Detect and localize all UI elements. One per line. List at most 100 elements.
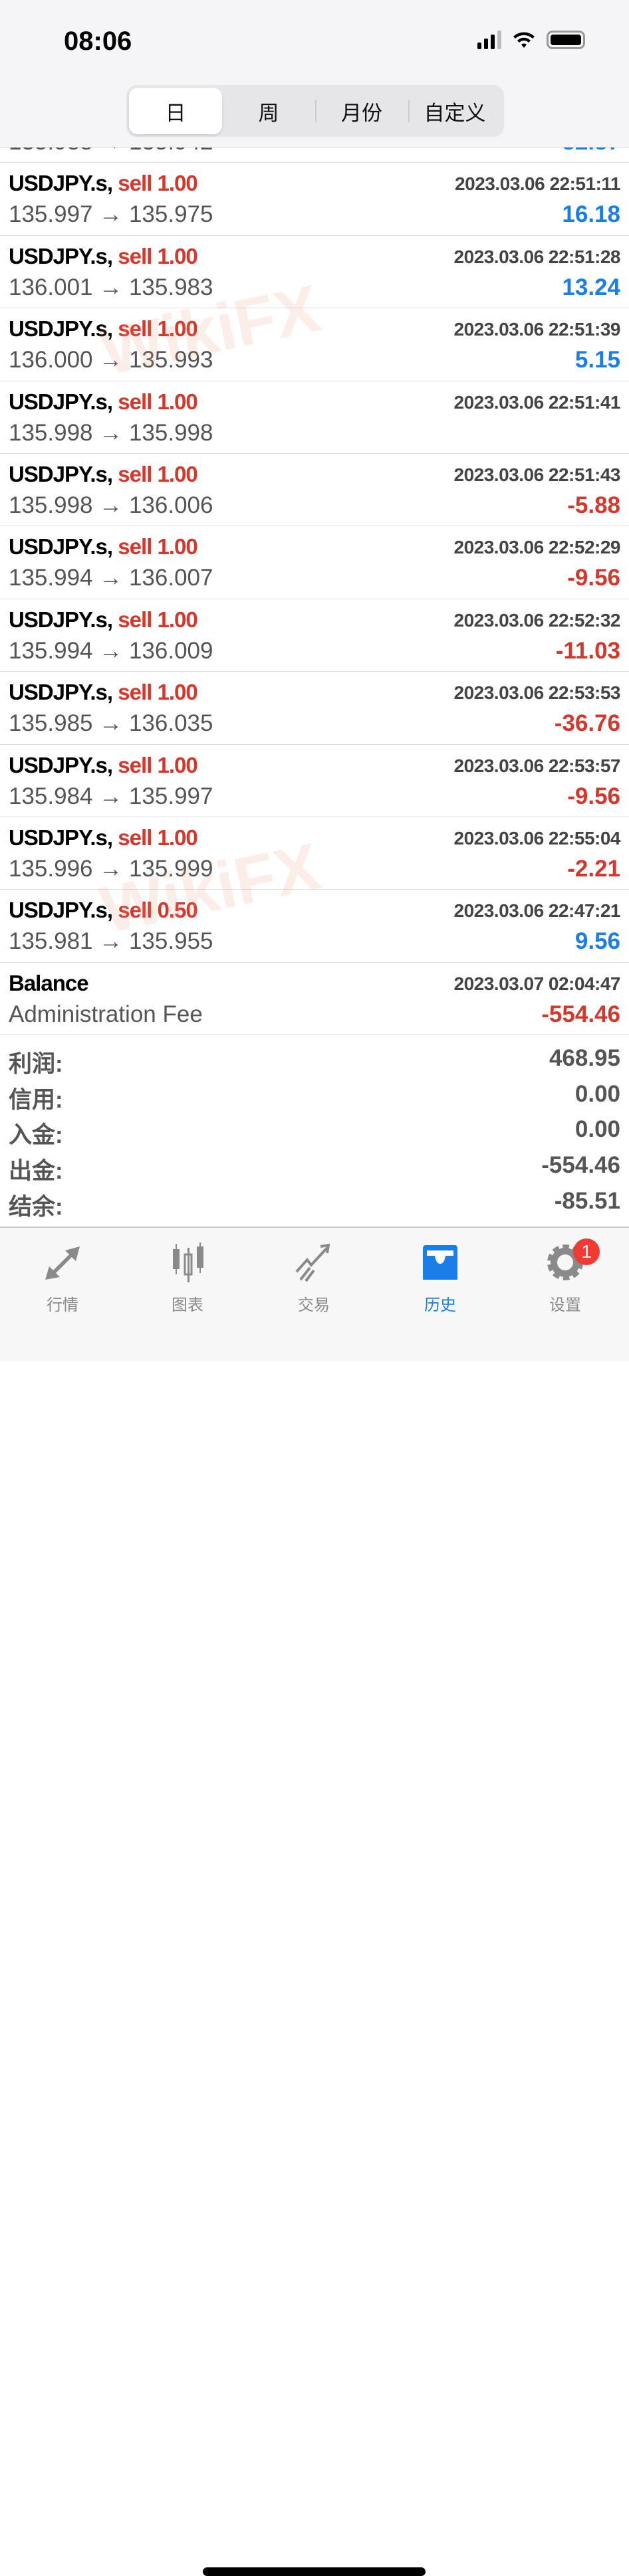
balance-row[interactable]: Balance 2023.03.07 02:04:47 Administrati…: [0, 963, 629, 1036]
deal-date: 2023.03.06 22:52:32: [453, 609, 621, 631]
deal-symbol: USDJPY.s,: [9, 316, 113, 342]
deal-symbol: USDJPY.s,: [9, 607, 113, 632]
deal-row[interactable]: USDJPY.s, sell 1.00 2023.03.06 22:53:57 …: [0, 745, 629, 817]
deal-symbol: USDJPY.s,: [9, 534, 113, 559]
header: 08:06 日 周 月份 自定义: [0, 0, 629, 148]
deal-date: 2023.03.06 22:53:53: [453, 682, 621, 704]
deal-side: sell 1.00: [118, 752, 197, 777]
deal-prices: Administration Fee: [9, 1001, 203, 1027]
tab-settings[interactable]: 1 设置: [519, 1238, 612, 1315]
deal-symbol: USDJPY.s,: [9, 243, 113, 268]
deal-symbol: USDJPY.s,: [9, 898, 113, 923]
deal-row[interactable]: USDJPY.s, sell 1.00 2023.03.06 22:51:11 …: [0, 163, 629, 236]
deal-date: 2023.03.06 22:51:43: [453, 464, 621, 485]
deal-prices: 135.984 → 135.997: [9, 783, 213, 809]
deal-profit: -9.56: [567, 565, 620, 591]
deal-title: USDJPY.s, sell 0.50: [9, 898, 198, 923]
deal-side: sell 1.00: [118, 316, 197, 342]
deal-side: sell 1.00: [118, 171, 197, 196]
deal-prices: 135.997 → 135.975: [9, 201, 213, 228]
deal-side: sell 1.00: [118, 461, 197, 486]
status-icons: [477, 31, 585, 49]
summary-value: -85.51: [554, 1187, 620, 1214]
deal-prices: 135.994 → 136.009: [9, 637, 213, 664]
deal-row[interactable]: USDJPY.s, sell 0.50 2023.03.06 22:47:21 …: [0, 890, 629, 963]
deal-row[interactable]: USDJPY.s, sell 1.00 2023.03.06 22:51:41 …: [0, 381, 629, 454]
deal-date: 2023.03.06 22:47:21: [453, 900, 621, 922]
deal-date: 2023.03.06 22:51:28: [453, 246, 621, 267]
deal-side: sell 1.00: [118, 389, 197, 414]
segment-week[interactable]: 周: [258, 101, 279, 125]
deal-title: USDJPY.s, sell 1.00: [9, 752, 198, 778]
account-summary: 利润: 468.95 信用: 0.00 入金: 0.00 出金: -554.46 结余: -85.…: [0, 1040, 629, 1220]
deal-prices: 136.000 → 135.993: [9, 347, 213, 373]
deal-profit: -2.21: [567, 855, 620, 882]
deal-date: 2023.03.07 02:04:47: [453, 973, 621, 994]
deal-row[interactable]: USDJPY.s, sell 1.00 2023.03.06 22:53:53 …: [0, 672, 629, 745]
summary-value: 0.00: [574, 1080, 620, 1107]
deal-title: USDJPY.s, sell 1.00: [9, 680, 198, 705]
deal-row[interactable]: USDJPY.s, sell 1.00 2023.03.06 22:52:32 …: [0, 599, 629, 672]
deal-symbol: USDJPY.s,: [9, 389, 113, 414]
history-inbox-icon: [423, 1245, 457, 1280]
battery-icon: [547, 31, 585, 49]
deal-profit: -36.76: [554, 710, 620, 737]
deal-symbol: USDJPY.s,: [9, 825, 113, 850]
deal-row[interactable]: USDJPY.s, sell 1.00 2023.03.06 22:51:28 …: [0, 236, 629, 309]
deal-title: USDJPY.s, sell 1.00: [9, 171, 198, 196]
candlestick-chart-icon: [173, 1242, 203, 1282]
deal-profit: -5.88: [567, 492, 620, 518]
deal-profit: -9.56: [567, 783, 620, 809]
deal-symbol: USDJPY.s,: [9, 461, 113, 486]
deal-prices: 135.998 → 136.006: [9, 492, 213, 518]
deal-title: USDJPY.s, sell 1.00: [9, 461, 198, 487]
segment-month[interactable]: 月份: [315, 88, 408, 134]
segment-custom[interactable]: 自定义: [408, 88, 501, 134]
summary-label: 入金:: [9, 1122, 63, 1149]
deal-profit: -554.46: [541, 1001, 620, 1027]
summary-line: 信用: 0.00: [0, 1076, 629, 1113]
deal-date: 2023.03.06 22:51:11: [455, 173, 620, 195]
deal-title: USDJPY.s, sell 1.00: [9, 534, 198, 559]
deal-date: 2023.03.06 22:53:57: [453, 755, 621, 776]
deal-side: sell 1.00: [118, 825, 197, 850]
deal-row[interactable]: USDJPY.s, sell 1.00 2023.03.06 22:51:43 …: [0, 454, 629, 527]
summary-line: 入金: 0.00: [0, 1111, 629, 1149]
deal-side: sell 1.00: [118, 534, 197, 559]
deal-profit: -11.03: [555, 637, 620, 664]
deal-title: USDJPY.s, sell 1.00: [9, 389, 198, 415]
deal-list: 135.988 → 135.942 32.37 USDJPY.s, sell 1…: [0, 90, 629, 1036]
deal-prices: 136.001 → 135.983: [9, 274, 213, 300]
deal-prices: 135.985 → 136.035: [9, 710, 213, 737]
tab-history[interactable]: 历史: [394, 1242, 487, 1315]
deal-row[interactable]: USDJPY.s, sell 1.00 2023.03.06 22:52:29 …: [0, 526, 629, 599]
deal-prices: 135.996 → 135.999: [9, 855, 213, 882]
notification-badge: 1: [573, 1238, 600, 1265]
deal-row[interactable]: USDJPY.s, sell 1.00 2023.03.06 22:51:39 …: [0, 308, 629, 381]
deal-side: sell 1.00: [118, 243, 197, 268]
deal-profit: 16.18: [562, 201, 620, 228]
summary-value: -554.46: [541, 1152, 620, 1179]
deal-date: 2023.03.06 22:55:04: [453, 827, 621, 848]
wifi-icon: [513, 32, 535, 48]
deal-prices: 135.994 → 136.007: [9, 565, 213, 591]
deal-side: sell 1.00: [118, 680, 197, 705]
deal-date: 2023.03.06 22:51:39: [453, 319, 621, 340]
deal-row[interactable]: USDJPY.s, sell 1.00 2023.03.06 22:55:04 …: [0, 817, 629, 890]
home-indicator: [203, 2567, 426, 2576]
tab-charts[interactable]: 图表: [141, 1242, 234, 1315]
cellular-signal-icon: [477, 31, 501, 49]
summary-value: 468.95: [549, 1045, 620, 1071]
deal-title: Balance: [9, 971, 89, 996]
deal-symbol: USDJPY.s,: [9, 752, 113, 777]
deal-side: sell 1.00: [118, 607, 197, 632]
deal-date: 2023.03.06 22:51:41: [453, 391, 621, 413]
tab-trade[interactable]: 交易: [267, 1242, 360, 1315]
deal-title: USDJPY.s, sell 1.00: [9, 316, 198, 342]
deal-prices: 135.998 → 135.998: [9, 419, 213, 446]
deal-profit: 9.56: [574, 928, 620, 955]
summary-label: 利润:: [9, 1051, 63, 1077]
summary-label: 结余:: [9, 1193, 63, 1220]
segment-day[interactable]: 日: [129, 88, 222, 134]
tab-quotes[interactable]: 行情: [16, 1242, 109, 1315]
